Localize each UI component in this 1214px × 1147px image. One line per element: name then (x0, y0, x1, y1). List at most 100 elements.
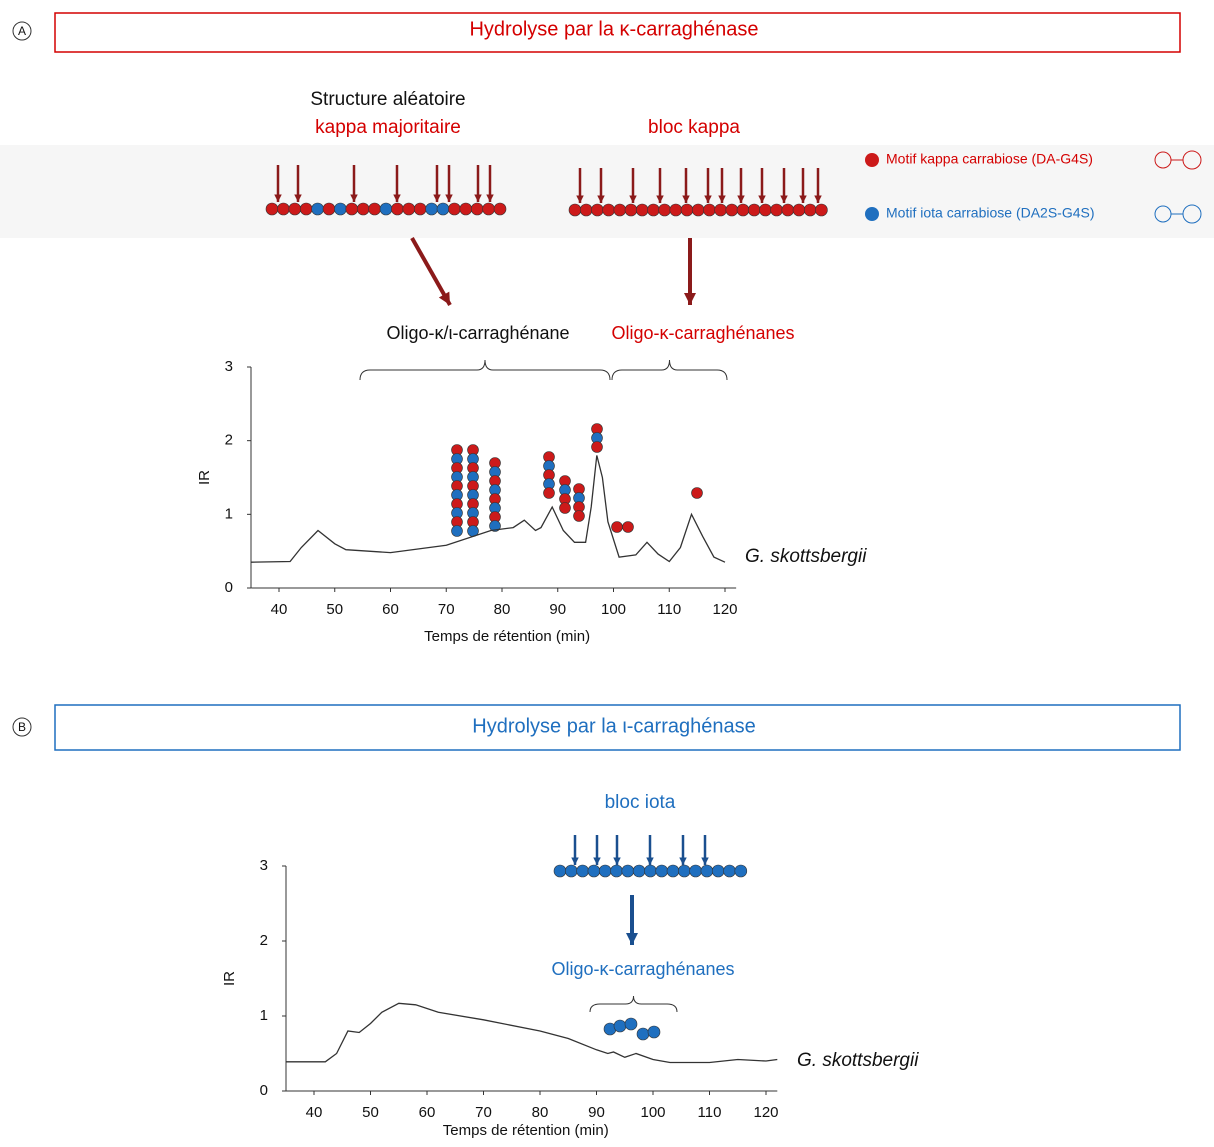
arrow-head (684, 293, 696, 305)
arrow-head (593, 857, 601, 865)
annotation: Oligo-κ-carraghénanes (551, 959, 734, 979)
monomer-dot (723, 864, 736, 878)
arrow-head (758, 195, 766, 203)
monomer-dot (598, 864, 612, 878)
x-tick-label: 40 (306, 1104, 323, 1121)
arrow-head (814, 195, 822, 203)
chart-title: Hydrolyse par la ι-carraghénase (472, 715, 755, 737)
monomer-dot (265, 202, 279, 216)
y-axis-label: IR (221, 971, 238, 986)
x-tick-label: 110 (657, 601, 681, 618)
annotation: kappa majoritaire (315, 117, 461, 138)
y-tick-label: 0 (225, 579, 233, 596)
y-tick-label: 1 (260, 1007, 268, 1024)
strand-band (0, 145, 1214, 238)
monomer-dot (543, 487, 555, 499)
monomer-dot (553, 864, 567, 878)
monomer-dot (725, 203, 739, 217)
monomer-dot (322, 202, 336, 216)
chart-title: Hydrolyse par la κ-carraghénase (469, 18, 758, 40)
monomer-dot (624, 203, 638, 217)
arrow-head (474, 194, 482, 202)
monomer-dot (803, 203, 817, 217)
monomer-dot (470, 202, 484, 216)
x-tick-label: 60 (382, 601, 399, 618)
arrow-head (737, 195, 745, 203)
monomer-dot (613, 1019, 627, 1033)
monomer-dot (587, 864, 601, 878)
monomer-dot (448, 202, 461, 216)
chromatogram-line (285, 1002, 778, 1064)
monomer-dot (568, 203, 582, 217)
monomer-dot (734, 864, 748, 878)
y-tick-label: 1 (225, 505, 233, 522)
annotation: bloc iota (605, 792, 676, 813)
monomer-dot (714, 203, 727, 217)
monomer-dot (658, 203, 671, 217)
arrow-head (704, 195, 712, 203)
brace (611, 359, 728, 381)
monomer-dot (703, 203, 716, 217)
monomer-dot (311, 202, 324, 216)
panel-circle (12, 21, 32, 41)
monomer-dot (368, 202, 381, 216)
legend-text: Motif kappa carrabiose (DA-G4S) (886, 151, 1093, 167)
monomer-dot (691, 203, 705, 217)
annotation: Structure aléatoire (310, 89, 465, 110)
monomer-dot (666, 864, 680, 878)
monomer-dot (647, 1025, 661, 1039)
monomer-dot (781, 203, 795, 217)
y-tick-label: 3 (225, 358, 233, 375)
arrow-head (571, 857, 579, 865)
annotation: bloc kappa (648, 117, 740, 138)
monomer-dot (792, 203, 806, 217)
y-tick-label: 2 (260, 932, 268, 949)
x-tick-label: 120 (753, 1104, 778, 1121)
x-tick-label: 50 (362, 1104, 379, 1121)
brace (359, 359, 611, 381)
arrow-head (294, 194, 302, 202)
title-box (54, 12, 1181, 53)
series-name: G. skottsbergii (797, 1050, 919, 1071)
arrow-head (274, 194, 282, 202)
legend-dot (865, 153, 879, 167)
monomer-dot (591, 203, 604, 217)
x-tick-label: 120 (712, 601, 737, 618)
monomer-dot (482, 202, 495, 216)
monomer-dot (591, 441, 603, 453)
monomer-dot (391, 202, 404, 216)
arrow-head (613, 857, 621, 865)
panel-label: A (18, 24, 26, 38)
arrow-head (433, 194, 441, 202)
series-name: G. skottsbergii (745, 546, 867, 567)
monomer-dot (611, 521, 623, 533)
monomer-dot (299, 202, 313, 216)
x-axis-label: Temps de rétention (min) (424, 628, 590, 645)
monomer-dot (288, 202, 302, 216)
chromatogram-line (251, 455, 726, 563)
monomer-dot (576, 864, 589, 878)
panel-circle (12, 717, 32, 737)
monomer-dot (636, 1027, 650, 1041)
monomer-dot (356, 202, 370, 216)
monomer-dot (736, 203, 750, 217)
monomer-dot (334, 202, 347, 216)
x-tick-label: 80 (532, 1104, 549, 1121)
legend-dot (865, 207, 879, 221)
x-tick-label: 100 (601, 601, 626, 618)
y-tick-label: 3 (260, 857, 268, 874)
monomer-dot (602, 203, 615, 217)
arrow-head (780, 195, 788, 203)
brace (589, 995, 678, 1013)
arrow-head (626, 933, 638, 945)
monomer-dot (711, 864, 725, 878)
arrow-head (445, 194, 453, 202)
arrow-head (682, 195, 690, 203)
motif-icon (1154, 204, 1202, 224)
monomer-dot (459, 202, 473, 216)
monomer-dot (815, 203, 828, 217)
arrow-head (646, 857, 654, 865)
x-tick-label: 100 (640, 1104, 665, 1121)
arrow-head (576, 195, 584, 203)
arrow-head (486, 194, 494, 202)
